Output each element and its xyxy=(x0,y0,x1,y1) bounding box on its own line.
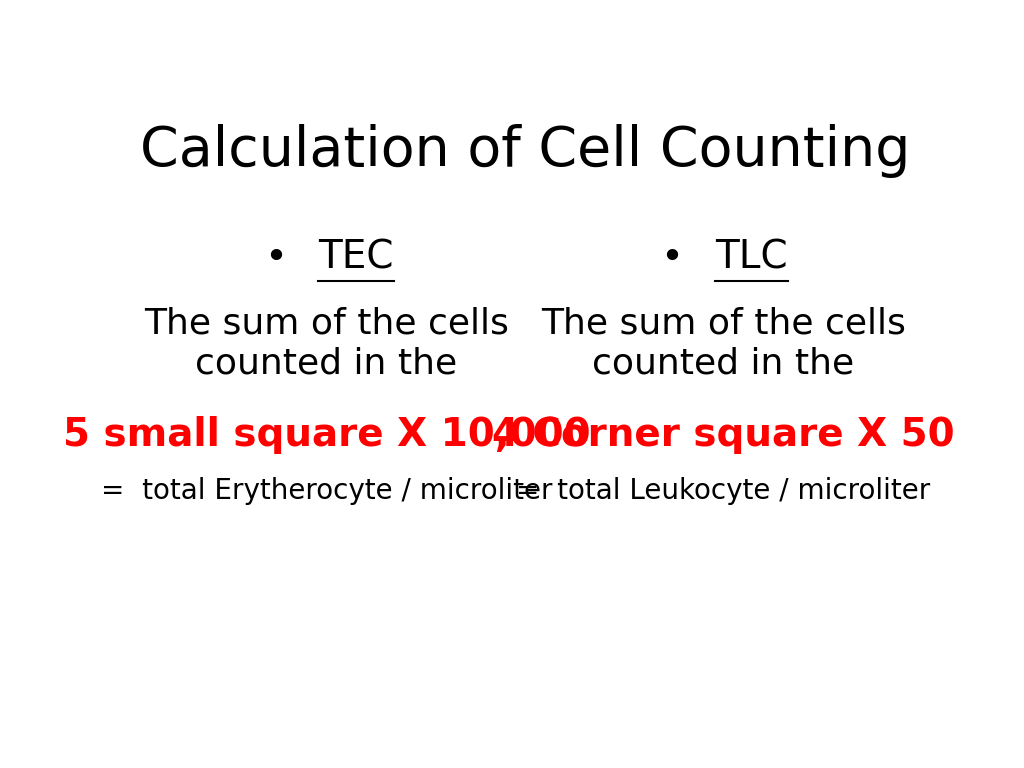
Text: TLC: TLC xyxy=(715,239,787,276)
Text: 5 small square X 10,000: 5 small square X 10,000 xyxy=(62,416,590,454)
Text: •: • xyxy=(660,239,684,276)
Text: 4 Corner square X 50: 4 Corner square X 50 xyxy=(492,416,954,454)
Text: =  total Erytherocyte / microliter: = total Erytherocyte / microliter xyxy=(100,478,552,505)
Text: The sum of the cells
counted in the: The sum of the cells counted in the xyxy=(144,306,509,380)
Text: The sum of the cells
counted in the: The sum of the cells counted in the xyxy=(541,306,905,380)
Text: =  total Leukocyte / microliter: = total Leukocyte / microliter xyxy=(516,478,931,505)
Text: Calculation of Cell Counting: Calculation of Cell Counting xyxy=(139,124,910,178)
Text: TEC: TEC xyxy=(318,239,394,276)
Text: •: • xyxy=(264,239,287,276)
